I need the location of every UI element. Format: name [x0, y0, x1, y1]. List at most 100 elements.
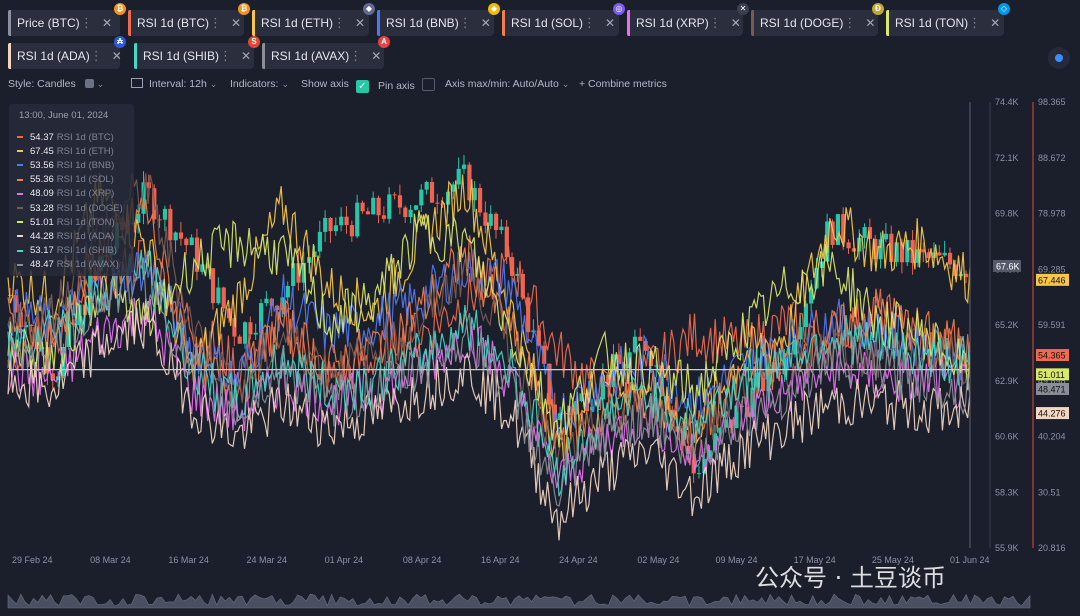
coin-icon: A [378, 36, 390, 48]
tab-metric[interactable]: RSI 1d (AVAX) ⋮ ✕ A [262, 36, 390, 69]
tab-metric[interactable]: Price (BTC) ⋮ ✕ ₿ [8, 3, 126, 36]
coin-icon: S [248, 36, 260, 48]
more-icon[interactable]: ⋮ [209, 15, 223, 30]
close-icon[interactable]: ✕ [371, 49, 382, 63]
close-icon[interactable]: ✕ [101, 16, 112, 30]
close-icon[interactable]: ✕ [355, 16, 366, 30]
candle-body [889, 233, 894, 262]
tab-label: RSI 1d (BTC) [137, 16, 210, 30]
checkbox-unchecked-icon[interactable] [421, 78, 435, 91]
tab-metric[interactable]: RSI 1d (DOGE) ⋮ ✕ Ð [751, 3, 884, 36]
series-end-badge [1036, 368, 1069, 381]
close-icon[interactable]: ✕ [231, 16, 242, 30]
chevron-down-icon: ⌄ [281, 79, 289, 89]
tab-metric[interactable]: RSI 1d (BNB) ⋮ ✕ ◆ [377, 3, 500, 36]
candle-body [456, 168, 461, 185]
close-icon[interactable]: ✕ [990, 16, 1001, 30]
series-color-bar [751, 10, 754, 36]
rsi-axis-tick: 78.978 [1038, 209, 1066, 219]
show-axis-toggle[interactable]: Show axis ✓ [301, 78, 369, 93]
candle-body [221, 287, 226, 309]
legend-series-name: RSI 1d (AVAX) [56, 259, 119, 271]
candle-body [947, 252, 953, 265]
style-dropdown[interactable]: Style: Candles ⌄ [8, 78, 104, 90]
series-color-bar [8, 10, 11, 36]
candle-body [552, 404, 557, 420]
candle-body [376, 197, 381, 216]
candle-body [317, 231, 322, 252]
candle-body [381, 215, 387, 219]
interval-dropdown[interactable]: Interval: 12h ⌄ [131, 78, 217, 90]
tab-metric[interactable]: RSI 1d (ADA) ⋮ ✕ ₳ [8, 36, 126, 69]
legend-swatch [17, 192, 23, 195]
more-icon[interactable]: ⋮ [968, 15, 982, 30]
candle-body [72, 323, 77, 326]
candle-body [499, 226, 504, 231]
rsi-series-line [7, 173, 971, 471]
candle-body [734, 405, 739, 429]
tab-metric[interactable]: RSI 1d (SOL) ⋮ ✕ ◎ [502, 3, 625, 36]
more-icon[interactable]: ⋮ [219, 48, 233, 63]
candle-body [664, 396, 670, 410]
rsi-series-line [7, 210, 971, 448]
candle-body [542, 345, 547, 364]
more-icon[interactable]: ⋮ [89, 48, 103, 63]
legend-series-name: RSI 1d (SOL) [56, 174, 114, 186]
legend-swatch [17, 178, 23, 181]
pin-axis-toggle[interactable]: Pin axis [378, 78, 435, 92]
legend-row: 67.45 RSI 1d (ETH) [9, 144, 134, 158]
more-icon[interactable]: ⋮ [333, 15, 347, 30]
tab-metric[interactable]: RSI 1d (BTC) ⋮ ✕ ₿ [128, 3, 250, 36]
more-icon[interactable]: ⋮ [708, 15, 722, 30]
candle-body [964, 273, 969, 278]
more-icon[interactable]: ⋮ [843, 15, 857, 30]
legend-series-name: RSI 1d (TON) [56, 216, 115, 228]
tab-metric[interactable]: RSI 1d (SHIB) ⋮ ✕ S [134, 36, 260, 69]
candle-body [798, 327, 803, 340]
series-end-badge [1036, 273, 1069, 286]
calendar-icon [131, 78, 143, 88]
rsi-axis-tick: 30.51 [1038, 487, 1061, 497]
more-icon[interactable]: ⋮ [583, 15, 597, 30]
more-icon[interactable]: ⋮ [349, 48, 363, 63]
legend-value: 48.47 [30, 259, 54, 271]
checkbox-checked-icon[interactable]: ✓ [355, 80, 369, 93]
series-end-label: 44.276 [1038, 409, 1066, 419]
close-icon[interactable]: ✕ [865, 16, 876, 30]
rsi-axis-tick: 98.365 [1038, 97, 1066, 107]
combine-metrics-button[interactable]: + Combine metrics [579, 78, 667, 90]
more-icon[interactable]: ⋮ [79, 15, 93, 30]
color-swatch [84, 79, 94, 88]
candle-body [568, 413, 573, 415]
candle-body [723, 419, 728, 428]
indicators-dropdown[interactable]: Indicators: ⌄ [230, 78, 289, 90]
candle-body [333, 225, 338, 232]
close-icon[interactable]: ✕ [480, 16, 491, 30]
settings-icon[interactable] [1048, 47, 1070, 69]
axis-minmax-dropdown[interactable]: Axis max/min: Auto/Auto ⌄ [445, 78, 569, 90]
close-icon[interactable]: ✕ [241, 49, 252, 63]
series-color-bar [377, 10, 380, 36]
rsi-axis-tick: 59.591 [1038, 320, 1066, 330]
candle-body [846, 242, 851, 249]
candle-body [520, 273, 525, 298]
tab-metric[interactable]: RSI 1d (ETH) ⋮ ✕ ◆ [252, 3, 375, 36]
candle-body [242, 322, 248, 344]
candle-body [173, 232, 178, 241]
tab-label: RSI 1d (ETH) [261, 16, 334, 30]
close-icon[interactable]: ✕ [111, 49, 122, 63]
candle-body [563, 413, 568, 415]
close-icon[interactable]: ✕ [730, 16, 741, 30]
candle-body [280, 297, 285, 310]
candle-body [349, 225, 355, 237]
more-icon[interactable]: ⋮ [458, 15, 472, 30]
legend-series-name: RSI 1d (ADA) [56, 230, 115, 242]
tab-metric[interactable]: RSI 1d (XRP) ⋮ ✕ ✕ [627, 3, 749, 36]
x-axis-tick: 09 May 24 [716, 555, 758, 565]
candle-body [830, 221, 835, 245]
candle-body [387, 194, 392, 219]
rsi-series-line [7, 249, 971, 497]
multi-metric-chart[interactable]: 74.4K 72.1K 69.8K 67.6K 65.2K 62.9K 60.6K 58.3K… [0, 96, 1080, 616]
tab-metric[interactable]: RSI 1d (TON) ⋮ ✕ ◇ [886, 3, 1010, 36]
close-icon[interactable]: ✕ [605, 16, 616, 30]
